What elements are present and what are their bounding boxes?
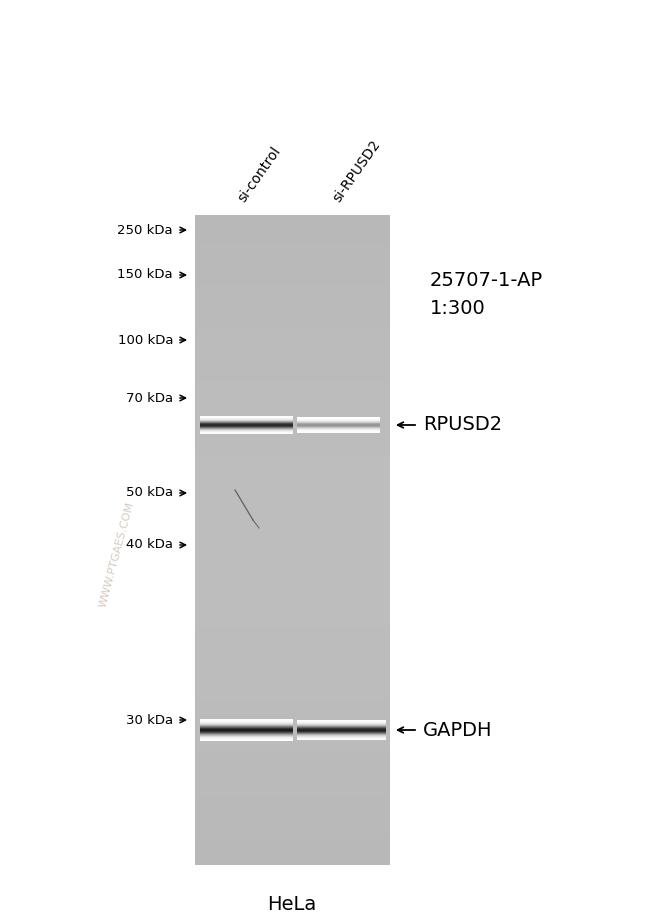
Text: 150 kDa: 150 kDa bbox=[118, 269, 173, 282]
Text: 70 kDa: 70 kDa bbox=[126, 392, 173, 405]
Text: 100 kDa: 100 kDa bbox=[118, 334, 173, 346]
Text: HeLa: HeLa bbox=[267, 895, 317, 914]
Text: WWW.PTGAES.COM: WWW.PTGAES.COM bbox=[98, 501, 136, 608]
Text: GAPDH: GAPDH bbox=[423, 721, 493, 739]
Text: si-control: si-control bbox=[235, 144, 283, 205]
Text: 25707-1-AP
1:300: 25707-1-AP 1:300 bbox=[430, 272, 543, 319]
Text: 50 kDa: 50 kDa bbox=[126, 487, 173, 500]
Text: 30 kDa: 30 kDa bbox=[126, 713, 173, 726]
Text: si-RPUSD2: si-RPUSD2 bbox=[330, 138, 383, 205]
Text: 40 kDa: 40 kDa bbox=[126, 539, 173, 552]
Text: RPUSD2: RPUSD2 bbox=[423, 416, 502, 434]
Text: 250 kDa: 250 kDa bbox=[118, 224, 173, 237]
